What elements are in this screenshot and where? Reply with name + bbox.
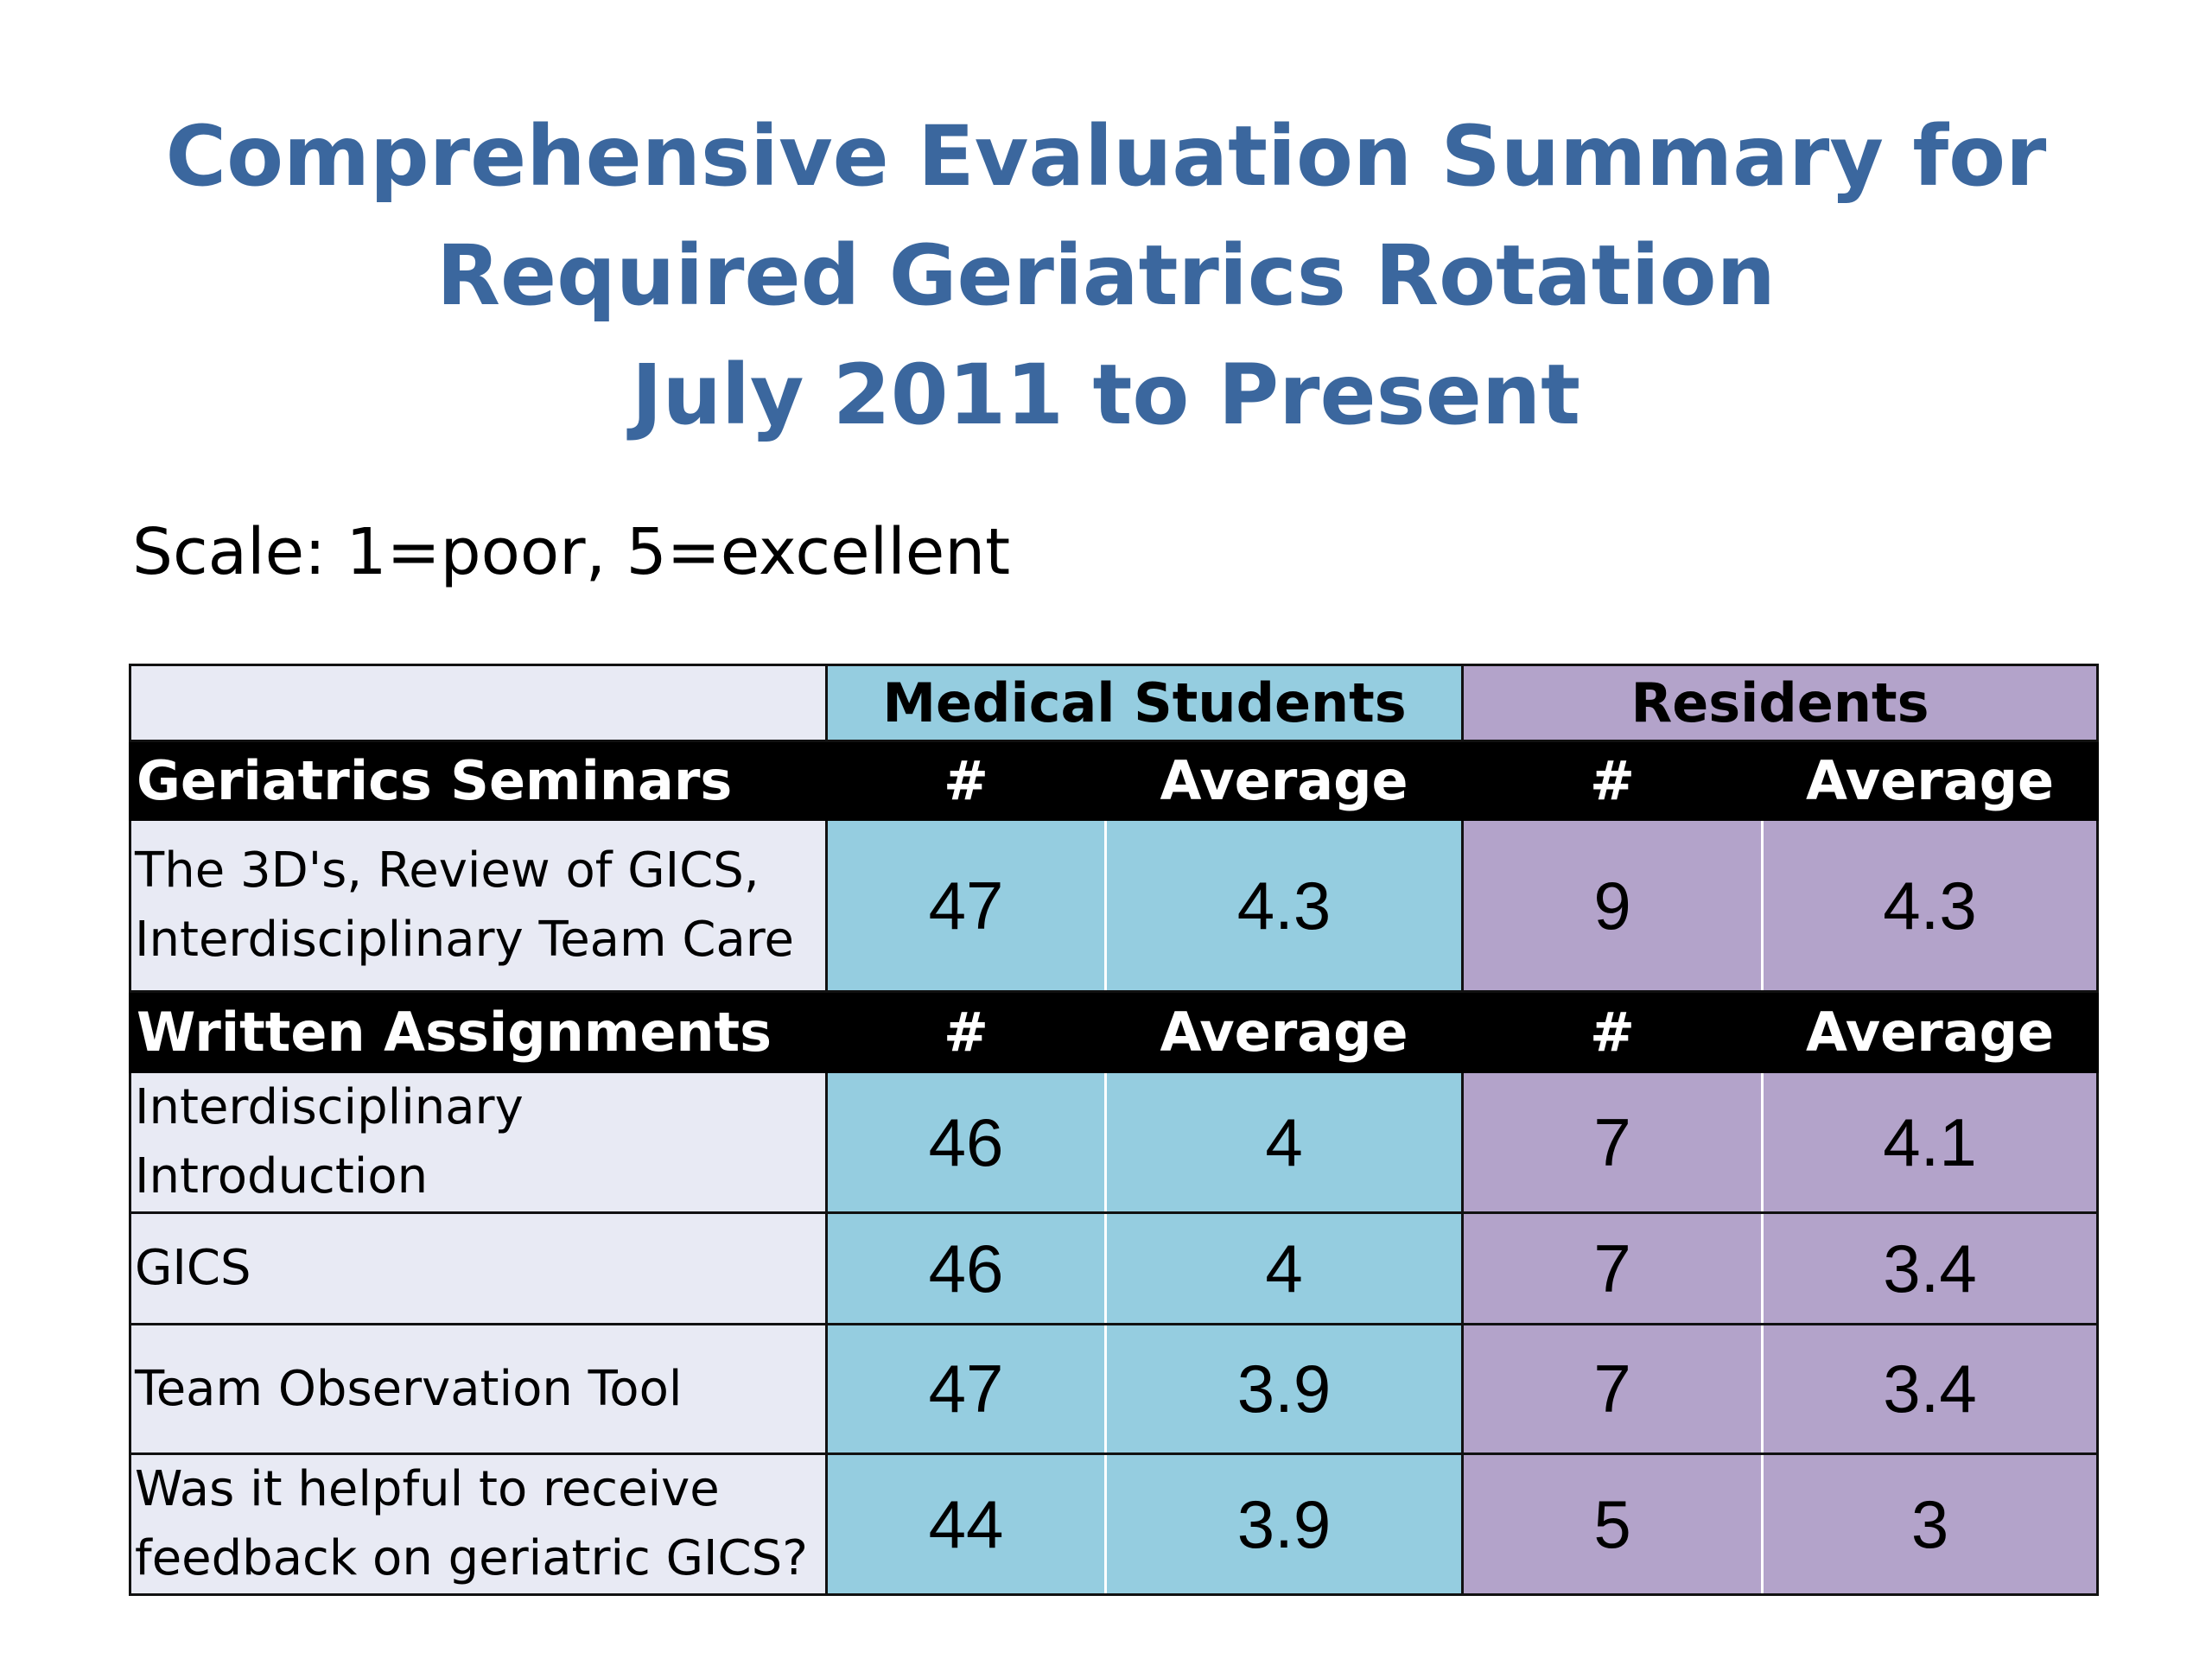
ms-average-cell: 3.9 (1103, 1452, 1465, 1596)
row-label-line-1: Interdisciplinary Introduction (135, 1079, 524, 1205)
ms-count-cell: 46 (825, 1211, 1107, 1325)
assignments-header-row: Written Assignments # Average # Average (129, 990, 2100, 1073)
column-header-ms-average: Average (1103, 740, 1465, 821)
column-header-res-count: # (1461, 990, 1764, 1073)
title-line-2: Required Geriatrics Rotation (436, 227, 1776, 324)
column-header-ms-average: Average (1103, 990, 1465, 1073)
title-line-3: July 2011 to Present (631, 346, 1581, 443)
res-count-cell: 7 (1461, 1211, 1764, 1325)
scale-legend: Scale: 1=poor, 5=excellent (132, 515, 1011, 589)
res-average-cell: 4.1 (1761, 1071, 2100, 1214)
res-count-cell: 7 (1461, 1323, 1764, 1455)
row-label-line-2: feedback on geriatric GICS? (135, 1530, 808, 1586)
ms-average-cell: 4 (1103, 1071, 1465, 1214)
row-label-line-1: The 3D's, Review of GICS, (135, 842, 760, 899)
section-header-seminars: Geriatrics Seminars (129, 740, 828, 821)
row-label: Team Observation Tool (129, 1323, 828, 1455)
residents-header: Residents (1461, 664, 2100, 742)
res-average-cell: 4.3 (1761, 818, 2100, 993)
column-header-ms-count: # (825, 740, 1107, 821)
table-row: GICS 46 4 7 3.4 (129, 1211, 2100, 1325)
column-header-ms-count: # (825, 990, 1107, 1073)
evaluation-table: Medical Students Residents Geriatrics Se… (129, 664, 2100, 1596)
res-count-cell: 9 (1461, 818, 1764, 993)
page-title: Comprehensive Evaluation Summary for Req… (0, 97, 2212, 454)
seminars-header-row: Geriatrics Seminars # Average # Average (129, 740, 2100, 821)
ms-average-cell: 4 (1103, 1211, 1465, 1325)
column-header-res-count: # (1461, 740, 1764, 821)
res-average-cell: 3.4 (1761, 1323, 2100, 1455)
column-header-res-average: Average (1761, 990, 2100, 1073)
table-row: Interdisciplinary Introduction 46 4 7 4.… (129, 1071, 2100, 1214)
res-count-cell: 5 (1461, 1452, 1764, 1596)
empty-corner-cell (129, 664, 828, 742)
group-header-row: Medical Students Residents (129, 664, 2100, 742)
table-row: The 3D's, Review of GICS, Interdisciplina… (129, 818, 2100, 993)
ms-count-cell: 46 (825, 1071, 1107, 1214)
res-average-cell: 3.4 (1761, 1211, 2100, 1325)
row-label-line-1: Team Observation Tool (135, 1360, 683, 1417)
row-label: Interdisciplinary Introduction (129, 1071, 828, 1214)
ms-count-cell: 47 (825, 1323, 1107, 1455)
section-header-assignments: Written Assignments (129, 990, 828, 1073)
ms-count-cell: 47 (825, 818, 1107, 993)
table-row: Was it helpful to receive feedback on ger… (129, 1452, 2100, 1596)
title-line-1: Comprehensive Evaluation Summary for (165, 108, 2047, 205)
row-label: GICS (129, 1211, 828, 1325)
res-average-cell: 3 (1761, 1452, 2100, 1596)
ms-average-cell: 3.9 (1103, 1323, 1465, 1455)
row-label: The 3D's, Review of GICS, Interdisciplina… (129, 818, 828, 993)
row-label-line-1: GICS (135, 1240, 251, 1296)
row-label-line-2: Interdisciplinary Team Care (135, 912, 794, 968)
column-header-res-average: Average (1761, 740, 2100, 821)
res-count-cell: 7 (1461, 1071, 1764, 1214)
medical-students-header: Medical Students (824, 664, 1465, 742)
table-row: Team Observation Tool 47 3.9 7 3.4 (129, 1323, 2100, 1455)
row-label: Was it helpful to receive feedback on ger… (129, 1452, 828, 1596)
ms-average-cell: 4.3 (1103, 818, 1465, 993)
ms-count-cell: 44 (825, 1452, 1107, 1596)
row-label-line-1: Was it helpful to receive (135, 1461, 720, 1517)
